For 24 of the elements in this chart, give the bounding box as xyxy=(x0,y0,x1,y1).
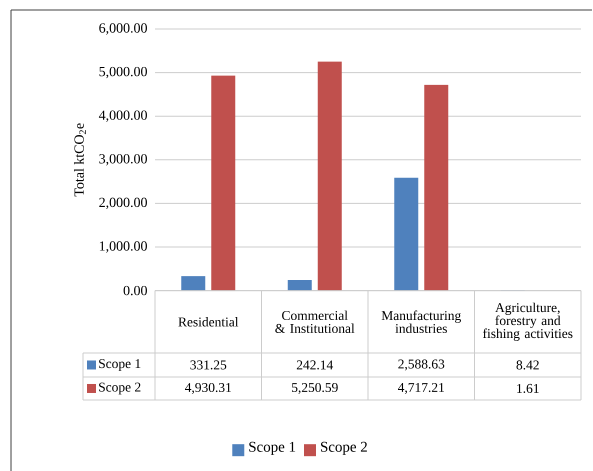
data-label: 242.14 xyxy=(296,360,334,370)
y-tick-label: 6,000.00 xyxy=(99,23,147,34)
y-tick-label: 1,000.00 xyxy=(100,241,147,252)
y-tick-label: 0.00 xyxy=(124,286,147,296)
x-tick-label: Commercial & Institutional xyxy=(275,310,354,333)
data-label: 2,588.63 xyxy=(398,359,444,370)
data-label: 8.42 xyxy=(516,360,539,370)
text: Scope 1 xyxy=(249,442,296,455)
x-tick-label: Agriculture, forestry and fishing activities xyxy=(482,302,572,341)
data-label: 4,717.21 xyxy=(398,382,444,394)
data-label: 4,930.31 xyxy=(184,382,231,394)
text: Scope 2 xyxy=(321,442,367,455)
legend-label: Scope 2 xyxy=(99,382,140,394)
x-tick-label: Manufacturing industries xyxy=(382,310,461,333)
legend-label: Scope 1 xyxy=(99,358,140,371)
y-tick-label: 4,000.00 xyxy=(98,110,147,122)
data-label: 5,250.59 xyxy=(292,382,338,394)
y-tick-label: 2,000.00 xyxy=(99,197,147,209)
data-label: 331.25 xyxy=(190,360,226,370)
y-tick-label: 5,000.00 xyxy=(99,66,147,78)
y-tick-label: 3,000.00 xyxy=(99,154,147,166)
x-tick-label: Residential xyxy=(178,316,238,326)
data-label: 1.61 xyxy=(517,384,539,393)
y-axis-title: Total ktCO$_{2}$e xyxy=(74,123,86,196)
